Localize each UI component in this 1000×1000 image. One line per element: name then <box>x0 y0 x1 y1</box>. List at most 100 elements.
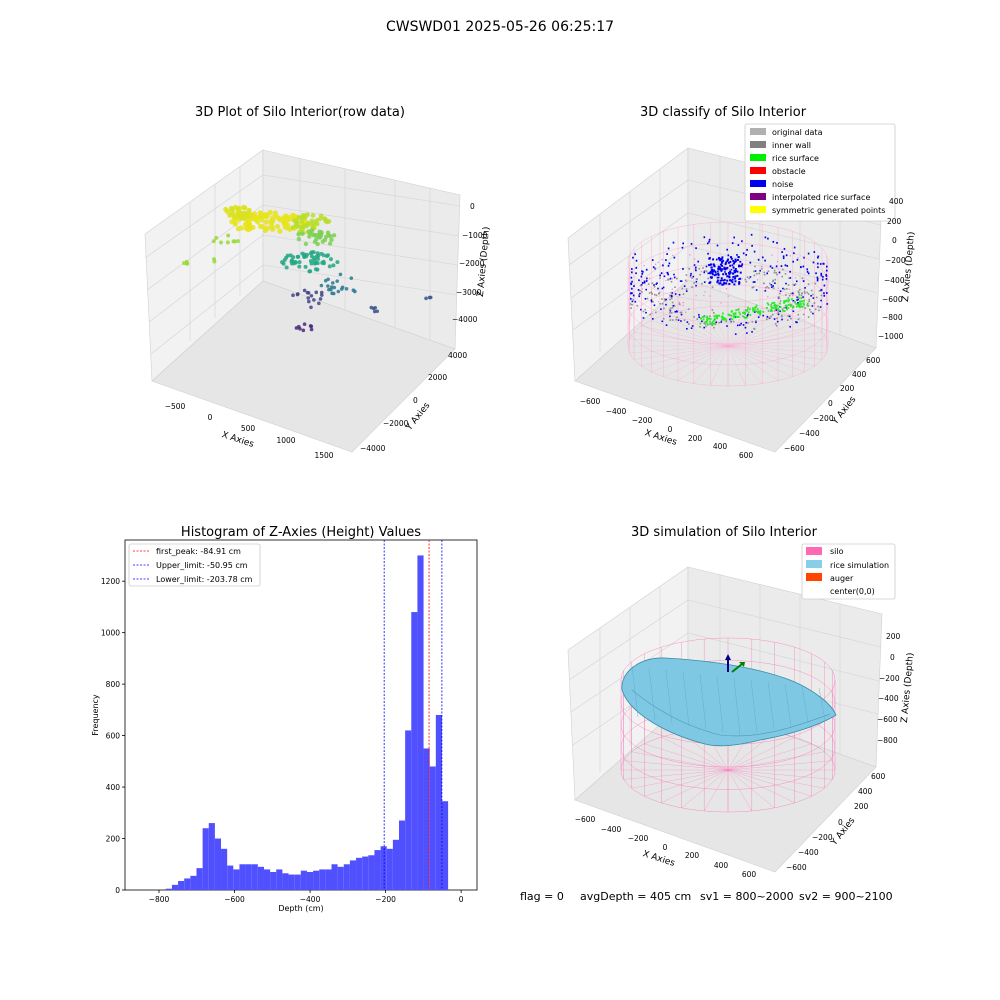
rice-surface-point <box>709 323 711 325</box>
classified-point <box>787 297 790 299</box>
classified-point <box>752 286 755 288</box>
classified-point <box>651 293 653 295</box>
classified-point <box>772 279 775 282</box>
noise-point <box>731 242 734 245</box>
classified-point <box>751 320 754 323</box>
classify-ytick: 0 <box>828 399 833 408</box>
noise-point <box>630 283 633 286</box>
noise-point <box>736 254 738 256</box>
classified-point <box>765 318 768 321</box>
noise-point <box>652 266 655 269</box>
raw-point <box>272 210 278 216</box>
classified-point <box>703 322 706 324</box>
auger-arrow-head <box>725 654 731 660</box>
raw-point <box>303 254 308 259</box>
rice-surface-point <box>706 319 708 322</box>
classified-point <box>786 287 788 290</box>
classify-point-cloud <box>629 233 829 335</box>
noise-point <box>727 258 730 261</box>
rice-surface-point <box>721 317 724 320</box>
rice-surface-point <box>770 305 773 308</box>
legend-label-first-peak: first_peak: -84.91 cm <box>156 547 241 556</box>
interpolated-point <box>739 261 741 264</box>
classified-point <box>752 281 755 283</box>
classified-point <box>730 317 732 320</box>
interpolated-point <box>641 274 643 276</box>
classified-point <box>770 304 773 306</box>
noise-point <box>825 292 828 294</box>
histogram-bar <box>190 875 197 890</box>
classified-point <box>653 304 656 307</box>
noise-point <box>816 276 819 279</box>
classified-point <box>657 287 659 290</box>
rice-surface-point <box>706 318 709 321</box>
classified-point <box>645 288 647 291</box>
classify-legend-frame <box>744 123 896 222</box>
classified-point <box>698 314 700 316</box>
classified-point <box>647 283 650 285</box>
raw-point <box>325 230 331 235</box>
histogram-x-axis-label: Depth (cm) <box>278 904 323 913</box>
raw-ytick: −2000 <box>383 419 409 428</box>
classified-point <box>763 273 766 276</box>
classified-point <box>718 321 721 324</box>
noise-point <box>745 253 748 256</box>
noise-point <box>820 272 823 275</box>
silo-spoke <box>727 345 815 367</box>
histogram-bar <box>214 838 222 890</box>
silo-spoke <box>651 320 729 347</box>
histogram-bar <box>441 801 449 890</box>
interpolated-point <box>665 279 667 282</box>
silo-spoke <box>641 325 729 347</box>
raw-point <box>219 240 224 245</box>
classified-point <box>705 325 707 328</box>
histogram-y-axis-label: Frequency <box>91 694 100 736</box>
classified-point <box>685 274 688 276</box>
silo-spoke <box>727 345 805 372</box>
classified-point <box>814 308 817 311</box>
rice-simulation-surface <box>621 657 837 747</box>
raw-point <box>310 213 316 218</box>
classified-point <box>796 296 798 299</box>
rice-surface-mesh-line <box>801 685 809 724</box>
rice-surface-point <box>783 300 786 302</box>
raw-point <box>309 305 313 310</box>
classified-point <box>671 319 674 321</box>
rice-surface-point <box>749 314 752 316</box>
rice-surface-point <box>706 322 709 325</box>
histogram-bar <box>411 612 418 890</box>
classified-point <box>726 325 728 327</box>
noise-point <box>730 257 733 260</box>
noise-point <box>666 253 668 255</box>
raw-point <box>331 233 337 238</box>
interpolated-point <box>651 312 653 315</box>
raw-point <box>294 220 300 225</box>
classified-point <box>683 285 686 287</box>
noise-point <box>823 284 826 287</box>
rice-surface-point <box>788 303 791 306</box>
raw-point <box>294 224 300 229</box>
auger-arrow-green-head <box>739 662 745 667</box>
noise-point <box>632 256 634 259</box>
histogram-bar <box>319 869 326 890</box>
classified-point <box>695 284 697 287</box>
rice-surface-point <box>787 300 790 303</box>
raw-point <box>320 239 326 244</box>
noise-point <box>782 255 785 258</box>
rice-surface-point <box>710 323 713 326</box>
x-tick-label: −400 <box>300 895 321 904</box>
rice-surface-mesh-line <box>784 683 792 727</box>
classified-point <box>650 300 653 303</box>
raw-point-cloud <box>182 204 433 333</box>
raw-point <box>282 219 288 225</box>
noise-point <box>728 282 731 285</box>
y-tick-label: 200 <box>106 835 121 844</box>
classified-point <box>652 301 654 303</box>
classified-point <box>742 324 745 326</box>
raw-point <box>310 224 316 230</box>
legend-label-lower-limit: Lower_limit: -203.78 cm <box>156 575 253 584</box>
noise-point <box>733 236 735 239</box>
raw-xtick: −500 <box>165 402 186 411</box>
interpolated-point <box>741 278 743 280</box>
noise-point <box>720 277 723 280</box>
